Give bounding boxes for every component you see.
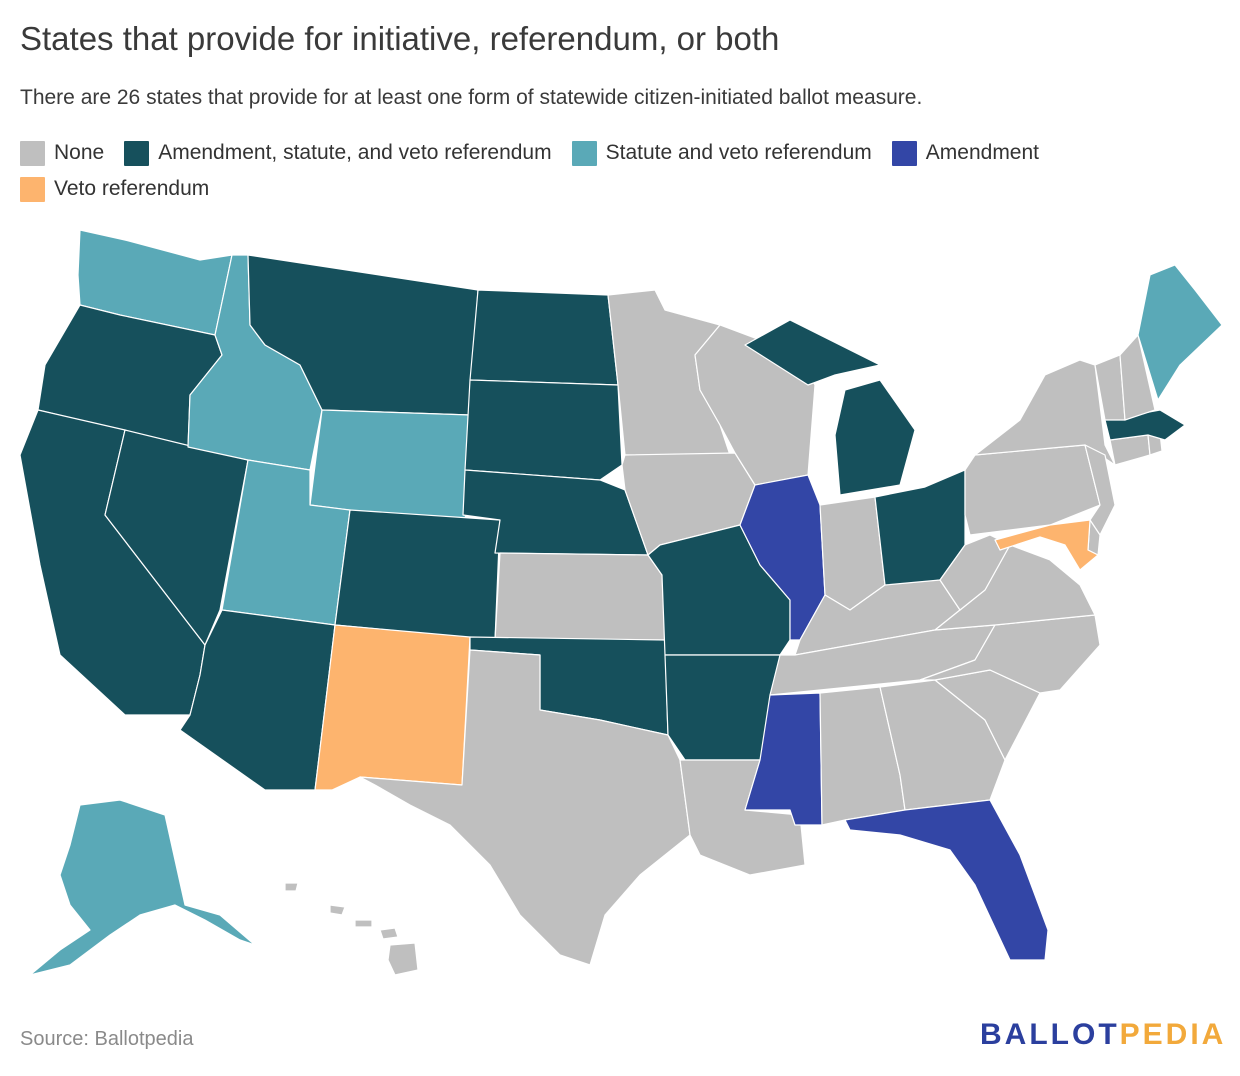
logo-part-ballot: BALLOT	[980, 1018, 1120, 1051]
logo-part-pedia: PEDIA	[1119, 1018, 1227, 1051]
state-florida[interactable]	[844, 799, 1049, 961]
legend-swatch	[124, 140, 150, 166]
legend-swatch	[571, 140, 597, 166]
state-michigan[interactable]	[744, 319, 916, 496]
legend-row-2: Veto referendum	[20, 174, 1220, 204]
legend-item-statute-veto: Statute and veto referendum	[571, 140, 872, 166]
legend-item-amendment: Amendment	[891, 140, 1040, 166]
legend: None Amendment, statute, and veto refere…	[20, 138, 1220, 210]
state-texas[interactable]	[359, 649, 691, 966]
legend-label: Amendment, statute, and veto referendum	[158, 141, 552, 164]
legend-swatch	[20, 176, 45, 202]
state-new-mexico[interactable]	[314, 624, 471, 791]
legend-label: Amendment	[925, 141, 1040, 164]
legend-label: None	[54, 141, 105, 164]
state-illinois[interactable]	[739, 474, 826, 641]
us-states-map	[19, 229, 1223, 976]
legend-swatch	[20, 140, 45, 166]
legend-item-amendment-statute-veto: Amendment, statute, and veto referendum	[124, 140, 552, 166]
chart-title: States that provide for initiative, refe…	[20, 20, 780, 57]
state-new-hampshire[interactable]	[1119, 334, 1156, 421]
legend-swatch	[891, 140, 917, 166]
source-note: Source: Ballotpedia	[20, 1028, 194, 1050]
state-maryland[interactable]	[994, 519, 1099, 571]
legend-item-veto-referendum: Veto referendum	[20, 176, 210, 202]
legend-label: Veto referendum	[54, 177, 210, 200]
legend-row-1: None Amendment, statute, and veto refere…	[20, 138, 1220, 168]
ballotpedia-logo[interactable]: BALLOTPEDIA	[980, 1018, 1226, 1052]
state-colorado[interactable]	[334, 509, 501, 641]
legend-item-none: None	[20, 140, 105, 166]
state-south-dakota[interactable]	[464, 379, 623, 481]
state-maine[interactable]	[1137, 264, 1223, 401]
chart-subtitle: There are 26 states that provide for at …	[20, 86, 923, 109]
state-hawaii[interactable]	[284, 882, 419, 976]
legend-label: Statute and veto referendum	[605, 141, 872, 164]
state-alaska[interactable]	[29, 799, 256, 976]
state-north-dakota[interactable]	[469, 289, 619, 386]
state-kansas[interactable]	[494, 552, 666, 641]
state-north-carolina[interactable]	[919, 614, 1101, 694]
